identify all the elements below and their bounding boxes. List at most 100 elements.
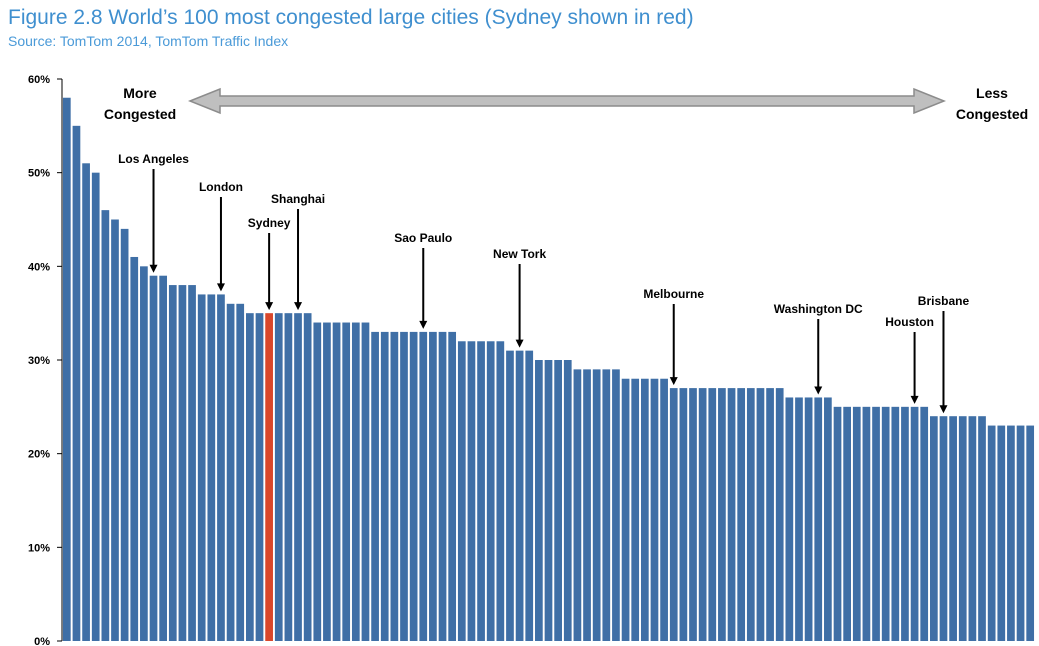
bar — [554, 360, 562, 641]
bars — [62, 97, 1035, 642]
down-arrow-icon — [669, 377, 678, 386]
bar — [727, 388, 736, 641]
bar — [525, 350, 534, 641]
bar — [718, 388, 726, 641]
annotation-label: Los Angeles — [118, 152, 189, 166]
bar — [168, 285, 177, 641]
bar — [660, 378, 668, 641]
annotation-label: Shanghai — [271, 192, 325, 206]
bar — [833, 406, 842, 641]
annotation-label: London — [199, 180, 243, 194]
bar — [457, 341, 466, 641]
bar — [795, 397, 803, 641]
bar — [612, 369, 620, 641]
bar — [843, 406, 851, 641]
bar — [506, 350, 514, 641]
bar — [862, 406, 871, 641]
bar — [274, 313, 283, 641]
bar — [939, 416, 948, 641]
y-tick-label: 40% — [28, 261, 50, 273]
bar — [400, 331, 408, 641]
annotation-label: Sao Paulo — [394, 231, 452, 245]
bar — [419, 331, 428, 641]
bar — [91, 172, 100, 642]
double-headed-arrow-icon — [187, 87, 947, 115]
y-tick-label: 30% — [28, 355, 50, 367]
bar — [968, 416, 977, 641]
bar — [824, 397, 832, 641]
bar — [159, 275, 168, 641]
bar — [872, 406, 880, 641]
bar — [294, 313, 302, 641]
bar — [756, 388, 765, 641]
bar — [120, 228, 129, 641]
down-arrow-icon — [814, 386, 823, 395]
bar — [361, 322, 370, 641]
down-arrow-icon — [910, 395, 919, 404]
bar — [477, 341, 485, 641]
down-arrow-icon — [939, 405, 948, 414]
bar — [766, 388, 774, 641]
y-tick-label: 0% — [34, 636, 50, 646]
y-tick-label: 20% — [28, 449, 50, 461]
bar — [467, 341, 476, 641]
bar — [631, 378, 640, 641]
bar — [978, 416, 986, 641]
bar — [226, 303, 235, 641]
bar — [409, 331, 418, 641]
bar — [602, 369, 611, 641]
bar — [149, 275, 158, 641]
bar — [188, 285, 196, 641]
bar — [785, 397, 794, 641]
bar — [852, 406, 861, 641]
bar — [958, 416, 967, 641]
bar — [621, 378, 630, 641]
bar — [323, 322, 331, 641]
bar — [284, 313, 293, 641]
bar — [236, 303, 245, 641]
annotation-label: New Tork — [493, 247, 546, 261]
bar — [573, 369, 582, 641]
more-congested-label-line1: More — [123, 85, 157, 101]
bar — [1007, 425, 1015, 641]
bar — [640, 378, 649, 641]
bar — [1016, 425, 1025, 641]
less-congested-label-line2: Congested — [956, 106, 1028, 122]
bar — [140, 266, 148, 641]
down-arrow-icon — [216, 283, 225, 292]
bar — [708, 388, 717, 641]
bar — [178, 285, 187, 641]
down-arrow-icon — [419, 320, 428, 329]
annotations: Los Angeles London Sydney Shanghai Sao Paulo… — [118, 152, 969, 414]
bar — [207, 294, 216, 641]
bar — [920, 406, 929, 641]
bar — [246, 313, 254, 641]
down-arrow-icon — [149, 264, 158, 273]
bar — [1026, 425, 1035, 641]
bar — [342, 322, 351, 641]
bar — [332, 322, 341, 641]
bar — [351, 322, 360, 641]
y-tick-label: 50% — [28, 168, 50, 180]
bar — [111, 219, 119, 641]
down-arrow-icon — [515, 339, 524, 348]
annotation-label: Houston — [885, 315, 934, 329]
bar — [698, 388, 707, 641]
y-tick-label: 60% — [28, 74, 50, 86]
bar — [82, 163, 90, 642]
bar — [737, 388, 746, 641]
bar — [62, 97, 71, 642]
bar — [563, 360, 572, 641]
bar — [438, 331, 447, 641]
more-congested-label-line2: Congested — [104, 106, 176, 122]
bar — [583, 369, 591, 641]
down-arrow-icon — [265, 302, 274, 311]
less-congested-label-line1: Less — [976, 85, 1008, 101]
bar — [689, 388, 697, 641]
bar — [429, 331, 437, 641]
y-axis: 0% 10% 20% 30% 40% 50% 60% — [28, 74, 63, 646]
bar — [101, 210, 110, 641]
bar — [891, 406, 900, 641]
figure-source: Source: TomTom 2014, TomTom Traffic Inde… — [8, 33, 289, 49]
